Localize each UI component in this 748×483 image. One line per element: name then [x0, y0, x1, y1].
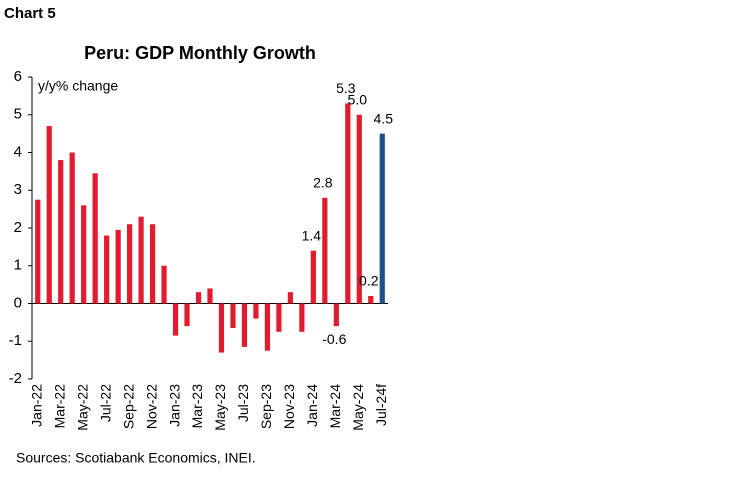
chart-title: Peru: GDP Monthly Growth	[84, 43, 316, 63]
bar	[333, 303, 339, 327]
bar	[241, 303, 248, 347]
x-tick-label: Mar-22	[51, 384, 67, 429]
bar	[127, 224, 133, 304]
bar	[310, 250, 316, 304]
value-label: 1.4	[302, 227, 322, 243]
x-tick-label: Jul-24f	[373, 384, 389, 426]
y-tick-label: 5	[14, 106, 22, 123]
y-tick-label: 0	[14, 294, 22, 311]
annotation: y/y% change	[38, 78, 118, 94]
bar	[195, 292, 202, 304]
x-tick-label: Jul-22	[97, 384, 113, 422]
bar	[218, 303, 225, 353]
x-tick-label: Jan-23	[166, 384, 182, 427]
value-label: 0.2	[359, 273, 379, 289]
bar	[356, 114, 362, 304]
bar	[35, 199, 41, 304]
x-tick-label: Jan-24	[304, 384, 320, 427]
x-tick-label: Nov-23	[281, 384, 297, 429]
bar	[115, 229, 121, 304]
bar	[287, 292, 293, 304]
bar	[345, 103, 351, 304]
bar	[264, 303, 271, 351]
bar	[207, 288, 213, 304]
source: Sources: Scotiabank Economics, INEI.	[16, 450, 256, 466]
x-tick-label: Mar-24	[327, 384, 343, 429]
y-tick-label: -1	[9, 332, 22, 349]
y-tick-label: 6	[14, 68, 22, 85]
bar	[69, 152, 75, 304]
value-label: 5.0	[348, 91, 368, 107]
bar	[92, 173, 98, 304]
x-tick-label: May-24	[350, 384, 366, 431]
bar	[172, 303, 179, 336]
value-label: -0.6	[322, 331, 346, 347]
y-tick-label: -2	[9, 370, 22, 387]
bar	[230, 303, 236, 329]
y-tick-label: 2	[14, 219, 22, 236]
x-tick-label: Jan-22	[28, 384, 44, 427]
y-tick-label: 4	[14, 143, 22, 160]
bar	[322, 197, 328, 304]
bar	[58, 160, 64, 304]
x-tick-label: Sep-23	[258, 384, 274, 429]
value-label: 2.8	[313, 175, 333, 191]
bar	[253, 303, 259, 319]
chart-header: Chart 5	[4, 5, 56, 22]
value-label: 5.3	[336, 80, 356, 96]
bar	[379, 133, 385, 304]
bar	[149, 224, 156, 304]
y-tick-label: 3	[14, 181, 22, 198]
bar	[299, 303, 305, 332]
bar	[184, 303, 190, 327]
bar	[138, 216, 144, 304]
y-tick-label: 1	[14, 257, 22, 274]
x-tick-label: Mar-23	[189, 384, 205, 429]
x-tick-label: May-23	[212, 384, 228, 431]
x-tick-label: Sep-22	[120, 384, 136, 429]
bar	[104, 235, 110, 304]
bar	[368, 295, 374, 304]
bar	[46, 126, 52, 304]
bar	[161, 265, 167, 304]
x-tick-label: May-22	[74, 384, 90, 431]
x-tick-label: Jul-23	[235, 384, 251, 422]
bar	[276, 303, 282, 332]
value-label: 4.5	[374, 110, 394, 126]
x-tick-label: Nov-22	[143, 384, 159, 429]
bar	[81, 205, 87, 304]
